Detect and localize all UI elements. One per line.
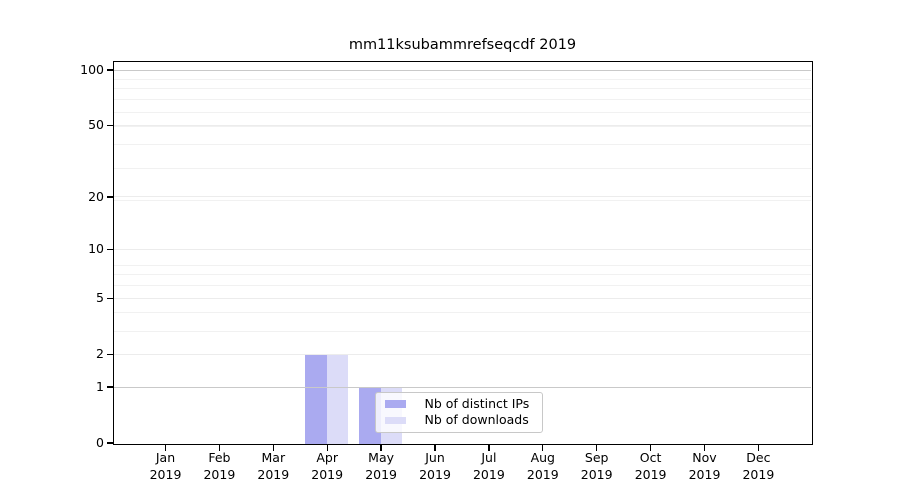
y-tick-mark — [107, 248, 113, 250]
gridline — [113, 99, 811, 101]
x-tick-label: Jan 2019 — [149, 450, 182, 482]
x-tick-label: Oct 2019 — [634, 450, 667, 482]
legend-item-downloads: Nb of downloads — [384, 412, 533, 428]
gridline — [113, 88, 811, 90]
y-tick-label: 5 — [96, 290, 104, 306]
gridline — [113, 69, 811, 71]
x-tick-label: Mar 2019 — [257, 450, 290, 482]
gridline — [113, 285, 811, 287]
y-tick-mark — [107, 124, 113, 126]
bar-distinct-ips-apr — [305, 354, 327, 444]
legend-swatch-downloads — [384, 416, 406, 424]
y-tick-label: 2 — [96, 346, 104, 362]
y-tick-mark — [107, 442, 113, 444]
x-tick-mark — [272, 444, 274, 451]
gridline — [113, 144, 811, 146]
x-tick-label: May 2019 — [365, 450, 397, 482]
y-tick-mark — [107, 297, 113, 299]
x-tick-mark — [757, 444, 760, 451]
x-tick-mark — [649, 444, 652, 451]
x-tick-label: Feb 2019 — [203, 450, 236, 482]
y-tick-mark — [107, 353, 113, 355]
gridline — [113, 126, 811, 128]
bar-downloads-apr — [326, 354, 349, 444]
gridline — [113, 386, 811, 388]
x-tick-mark — [164, 444, 167, 451]
x-tick-mark — [326, 444, 328, 451]
x-tick-label: Apr 2019 — [311, 450, 344, 482]
x-tick-mark — [542, 444, 544, 451]
gridline — [113, 196, 811, 198]
gridline — [113, 70, 811, 72]
x-tick-mark — [218, 444, 221, 451]
gridline — [113, 167, 811, 169]
gridline — [113, 264, 811, 266]
gridline — [113, 297, 811, 299]
legend-swatch-distinct-ips — [384, 400, 406, 408]
x-tick-label: Jul 2019 — [472, 450, 505, 482]
x-tick-mark — [596, 444, 598, 451]
y-tick-label: 50 — [88, 117, 104, 133]
y-tick-mark — [107, 386, 113, 388]
gridline — [113, 274, 811, 276]
plot-area: Nb of distinct IPs Nb of downloads — [112, 60, 813, 445]
y-tick-label: 100 — [80, 62, 104, 77]
y-tick-label: 1 — [96, 379, 104, 394]
x-tick-mark — [380, 444, 382, 451]
x-tick-label: Jun 2019 — [419, 450, 451, 482]
x-tick-mark — [703, 444, 706, 451]
legend-label-distinct-ips: Nb of distinct IPs — [424, 395, 530, 411]
legend: Nb of distinct IPs Nb of downloads — [374, 391, 543, 433]
y-tick-mark — [107, 69, 113, 71]
x-tick-label: Nov 2019 — [688, 450, 721, 482]
x-tick-mark — [488, 444, 490, 451]
gridline — [113, 248, 811, 250]
x-tick-mark — [434, 444, 436, 451]
legend-label-downloads: Nb of downloads — [424, 412, 529, 428]
y-tick-label: 0 — [96, 435, 104, 450]
gridline — [113, 353, 811, 355]
gridline — [113, 78, 811, 80]
x-tick-label: Dec 2019 — [742, 450, 775, 482]
x-tick-label: Aug 2019 — [526, 450, 559, 482]
y-tick-label: 10 — [88, 241, 104, 257]
gridline — [113, 312, 811, 314]
legend-item-distinct-ips: Nb of distinct IPs — [384, 395, 533, 411]
gridline — [113, 330, 811, 332]
y-tick-mark — [107, 196, 113, 198]
gridline — [113, 200, 811, 202]
y-tick-label: 20 — [88, 188, 104, 204]
gridline — [113, 124, 811, 126]
chart-title: mm11ksubammrefseqcdf 2019 — [348, 37, 577, 53]
gridline — [113, 111, 811, 113]
x-tick-label: Sep 2019 — [580, 450, 613, 482]
